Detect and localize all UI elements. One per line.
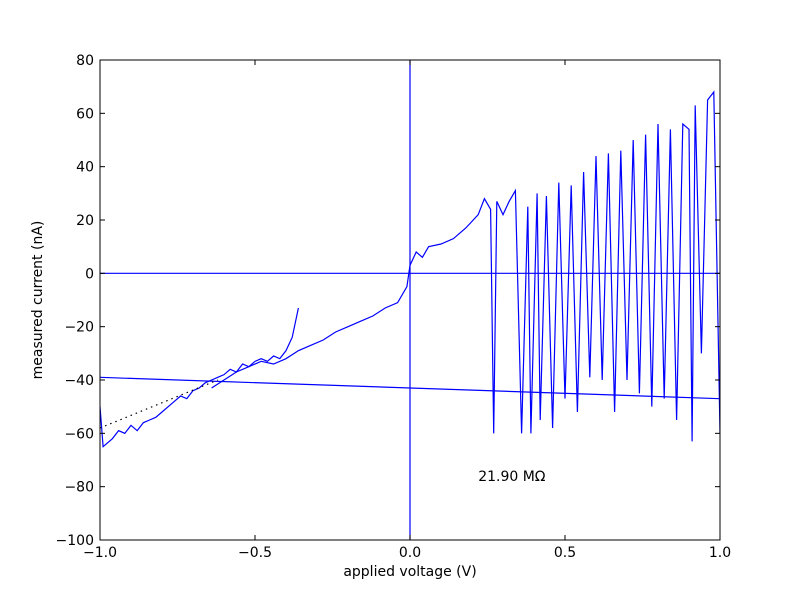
y-tick-label: −80: [64, 480, 94, 496]
plot-area: [100, 60, 720, 540]
y-tick-label: 40: [76, 160, 94, 176]
y-axis-label: measured current (nA): [30, 221, 46, 380]
y-tick-label: −20: [64, 320, 94, 336]
annotation: 21.90 MΩ: [478, 469, 546, 485]
x-tick-label: −1.0: [83, 545, 117, 561]
x-tick-label: 0.5: [554, 545, 576, 561]
y-tick-label: −40: [64, 373, 94, 389]
y-tick-label: 0: [85, 266, 94, 282]
y-tick-label: 80: [76, 53, 94, 69]
data-line: [211, 90, 720, 442]
x-tick-label: 1.0: [709, 545, 731, 561]
y-tick-label: 20: [76, 213, 94, 229]
y-tick-label: −100: [56, 533, 94, 549]
x-axis-label: applied voltage (V): [343, 564, 476, 580]
y-tick-label: 60: [76, 106, 94, 122]
x-tick-label: −0.5: [238, 545, 272, 561]
data-line: [100, 307, 299, 448]
x-tick-label: 0.0: [399, 545, 421, 561]
y-tick-label: −60: [64, 426, 94, 442]
